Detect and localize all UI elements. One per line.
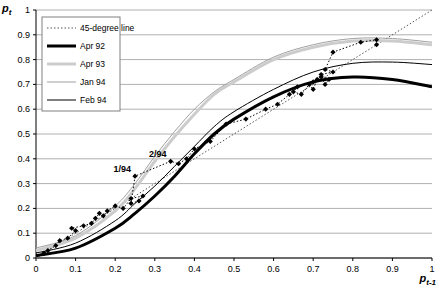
x-tick-label: 0.5 <box>228 264 241 274</box>
data-point <box>69 226 74 231</box>
y-tick-label: 0 <box>25 253 30 263</box>
point-label: 1/94 <box>113 164 131 174</box>
data-point <box>311 79 316 84</box>
plot-area <box>36 10 432 258</box>
y-tick-label: 0.2 <box>17 203 30 213</box>
data-point <box>291 89 296 94</box>
series-line <box>36 77 432 256</box>
data-point <box>53 243 58 248</box>
y-tick-label: 1 <box>25 5 30 15</box>
data-point <box>140 193 145 198</box>
legend-swatch <box>47 82 76 83</box>
data-point <box>319 72 324 77</box>
y-tick-label: 0.7 <box>17 79 30 89</box>
legend-swatch <box>47 45 76 48</box>
legend-label: 45-degree line <box>80 23 135 33</box>
data-point <box>243 117 248 122</box>
x-tick-label: 0.3 <box>149 264 162 274</box>
grid-line <box>36 10 432 11</box>
y-tick-label: 0.5 <box>17 129 30 139</box>
data-point <box>322 82 327 87</box>
annotations: 1/94 2/94 <box>113 149 166 174</box>
data-point <box>132 174 137 179</box>
x-axis-label: pt-1 <box>418 272 436 287</box>
grid-line <box>36 208 432 209</box>
data-point <box>299 92 304 97</box>
data-point <box>208 139 213 144</box>
legend-label: Apr 93 <box>80 59 105 69</box>
legend-swatch <box>47 100 76 101</box>
data-point <box>89 221 94 226</box>
data-point <box>41 250 46 255</box>
series-line <box>36 10 432 258</box>
data-point <box>223 121 228 126</box>
x-axis <box>36 258 432 259</box>
grid-line <box>36 134 432 135</box>
data-point <box>358 40 363 45</box>
data-point <box>121 206 126 211</box>
y-tick-label: 0.3 <box>17 179 30 189</box>
legend-label: Feb 94 <box>80 95 107 105</box>
x-tick-label: 1 <box>429 264 434 274</box>
data-point <box>97 211 102 216</box>
data-point <box>275 102 280 107</box>
data-point <box>128 196 133 201</box>
data-point <box>101 213 106 218</box>
data-point <box>136 198 141 203</box>
grid-line <box>36 258 432 259</box>
y-tick-label: 0.1 <box>17 228 30 238</box>
x-tick-label: 0.6 <box>267 264 280 274</box>
legend: 45-degree line Apr 92 Apr 93 Jan 94 Feb 94 <box>42 17 135 111</box>
grid-line <box>36 158 432 159</box>
x-tick-label: 0.1 <box>69 264 82 274</box>
data-point <box>330 50 335 55</box>
data-point <box>57 238 62 243</box>
data-point <box>73 228 78 233</box>
data-point <box>287 92 292 97</box>
data-point <box>105 208 110 213</box>
data-point <box>45 248 50 253</box>
y-axis-label: pt <box>1 2 12 17</box>
x-tick-label: 0.2 <box>109 264 122 274</box>
data-point <box>374 37 379 42</box>
data-point <box>184 156 189 161</box>
data-point <box>128 201 133 206</box>
data-point <box>263 107 268 112</box>
data-point <box>192 146 197 151</box>
x-tick-label: 0.9 <box>386 264 399 274</box>
legend-label: Apr 92 <box>80 41 105 51</box>
legend-swatch <box>47 28 76 29</box>
y-tick-label: 0.4 <box>17 154 30 164</box>
data-point <box>65 236 70 241</box>
legend-swatch <box>47 63 76 66</box>
data-point <box>295 84 300 89</box>
data-point <box>322 67 327 72</box>
data-point <box>93 216 98 221</box>
point-label: 2/94 <box>149 149 167 159</box>
data-point <box>326 77 331 82</box>
data-point <box>176 161 181 166</box>
data-point <box>374 42 379 47</box>
y-tick-label: 0.8 <box>17 55 30 65</box>
x-tick-label: 0.4 <box>188 264 201 274</box>
x-tick-label: 0.7 <box>307 264 320 274</box>
data-point <box>307 82 312 87</box>
data-point <box>311 87 316 92</box>
data-point <box>330 69 335 74</box>
legend-label: Jan 94 <box>80 77 106 87</box>
y-tick-label: 0.6 <box>17 104 30 114</box>
y-tick-label: 0.9 <box>17 30 30 40</box>
x-tick-label: 0.8 <box>347 264 360 274</box>
x-tick-label: 0 <box>33 264 38 274</box>
grid-line <box>36 183 432 184</box>
data-point <box>113 203 118 208</box>
data-point <box>315 77 320 82</box>
data-point <box>81 223 86 228</box>
data-point <box>168 159 173 164</box>
chart: 0 0.1 0.2 0.3 0.4 0.5 0.6 0.7 0.8 0.9 1 0 0.1 0.2 0.3 0… <box>0 0 438 299</box>
y-axis <box>36 10 37 258</box>
